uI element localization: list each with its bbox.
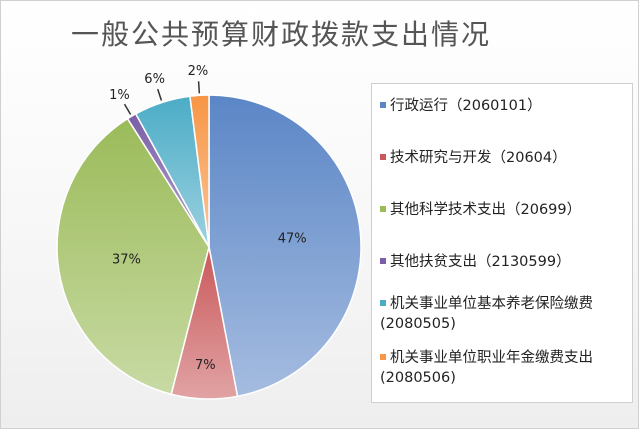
leader-line-5: [197, 81, 201, 94]
pie-slices: [56, 94, 362, 400]
legend-label-1: 技术研究与开发（20604）: [390, 150, 567, 166]
legend-marker-3: [380, 258, 386, 264]
legend-marker-2: [380, 206, 386, 212]
data-label-2: 37%: [112, 253, 141, 268]
legend-label-5: 机关事业单位职业年金缴费支出(2080506): [380, 350, 593, 386]
data-label-3: 1%: [109, 88, 130, 103]
data-label-5: 2%: [188, 64, 209, 79]
legend-item-4: 机关事业单位基本养老保险缴费(2080505): [380, 294, 626, 334]
pie-slice-5: [189, 94, 210, 248]
legend: 行政运行（2060101） 技术研究与开发（20604） 其他科学技术支出（20…: [371, 83, 633, 403]
legend-label-4: 机关事业单位基本养老保险缴费(2080505): [380, 296, 593, 332]
leader-lines: [123, 81, 201, 115]
chart-title: 一般公共预算财政拨款支出情况: [70, 18, 491, 51]
legend-label-3: 其他扶贫支出（2130599）: [390, 254, 571, 270]
data-label-1: 7%: [195, 358, 216, 373]
legend-marker-5: [380, 354, 386, 360]
legend-item-3: 其他扶贫支出（2130599）: [380, 252, 626, 272]
leader-line-4: [156, 88, 163, 101]
legend-marker-0: [380, 102, 386, 108]
data-labels: 47% 7% 37% 1% 6% 2%: [109, 64, 307, 373]
legend-label-0: 行政运行（2060101）: [390, 98, 542, 114]
legend-item-5: 机关事业单位职业年金缴费支出(2080506): [380, 348, 626, 388]
data-label-4: 6%: [144, 72, 165, 87]
legend-item-0: 行政运行（2060101）: [380, 96, 626, 116]
legend-item-2: 其他科学技术支出（20699）: [380, 200, 626, 220]
legend-label-2: 其他科学技术支出（20699）: [390, 202, 582, 218]
legend-marker-1: [380, 154, 386, 160]
pie-slice-0: [208, 94, 362, 398]
leader-line-3: [123, 103, 132, 115]
legend-marker-4: [380, 300, 386, 306]
data-label-0: 47%: [278, 232, 307, 247]
legend-item-1: 技术研究与开发（20604）: [380, 148, 626, 168]
